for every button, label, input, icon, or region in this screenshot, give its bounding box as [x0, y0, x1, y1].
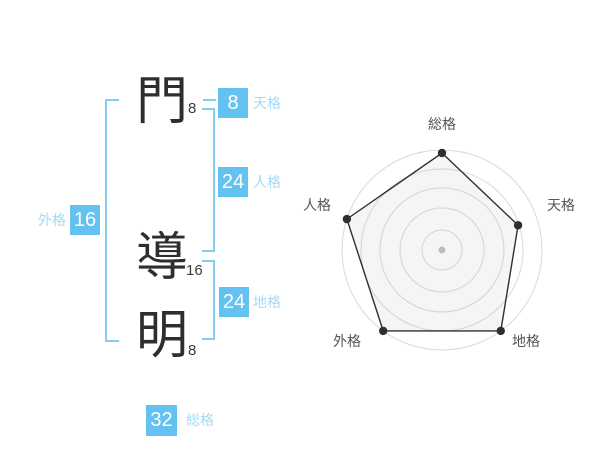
name-character-2: 導 [135, 230, 188, 287]
stroke-count-1: 8 [188, 100, 197, 117]
radar-chart [341, 148, 543, 351]
chikaku-bracket [202, 260, 215, 340]
gaikaku-label: 外格 [38, 212, 66, 228]
radar-axis-label-jinkaku: 人格 [303, 197, 331, 213]
jinkaku-bracket [202, 108, 215, 252]
tenkaku-label: 天格 [253, 95, 281, 111]
name-character-1: 門 [135, 74, 188, 131]
jinkaku-value-box: 24 [218, 167, 248, 197]
radar-axis-label-tenkaku: 天格 [547, 197, 575, 213]
radar-axis-label-chikaku: 地格 [512, 333, 540, 349]
soukaku-label: 総格 [186, 412, 214, 428]
tenkaku-connector [203, 99, 216, 101]
name-character-3: 明 [135, 308, 188, 365]
radar-axis-label-gaikaku: 外格 [333, 333, 361, 349]
tenkaku-value-box: 8 [218, 88, 248, 118]
soukaku-value-box: 32 [146, 405, 177, 436]
stroke-count-3: 8 [188, 342, 197, 359]
jinkaku-label: 人格 [253, 174, 281, 190]
gaikaku-bracket [105, 99, 119, 342]
chikaku-label: 地格 [253, 294, 281, 310]
gaikaku-value-box: 16 [70, 205, 100, 235]
radar-axis-label-soukaku: 総格 [428, 116, 456, 132]
chikaku-value-box: 24 [219, 287, 249, 317]
stroke-count-2: 16 [186, 262, 203, 279]
